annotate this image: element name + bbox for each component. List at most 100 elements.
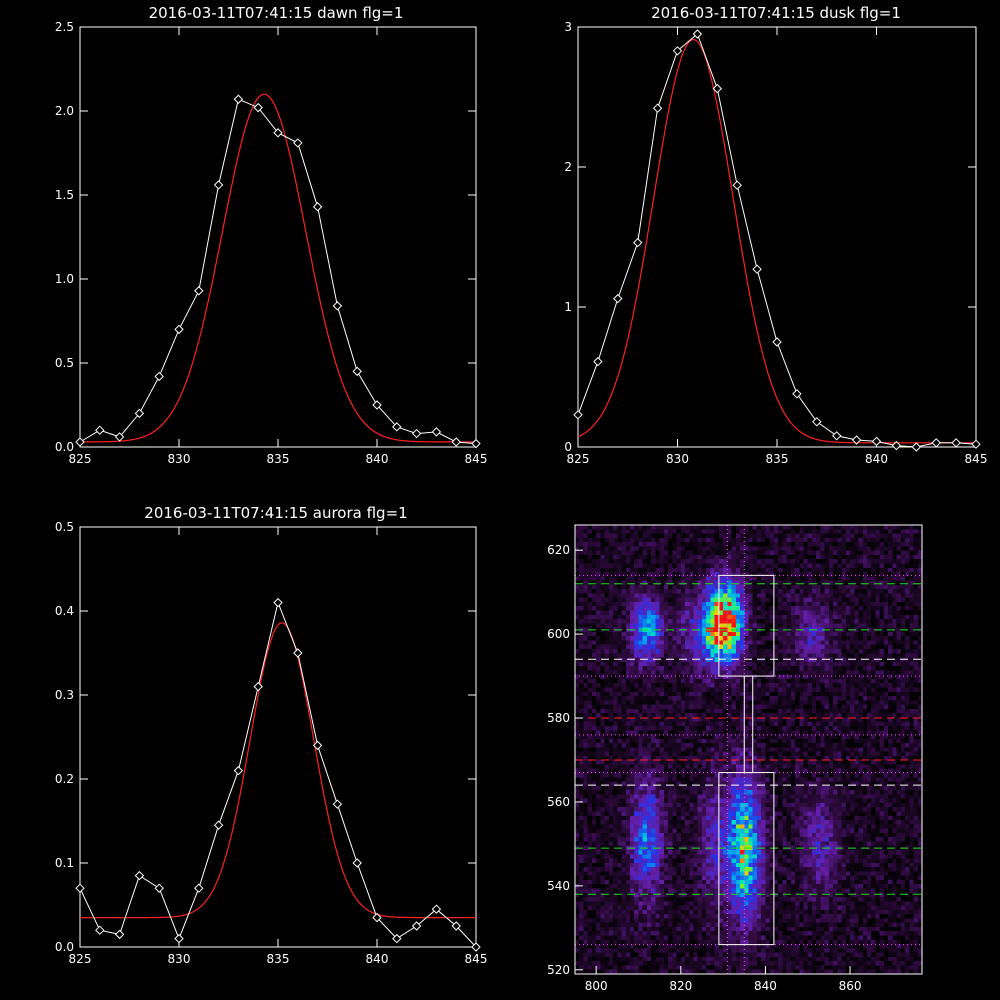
dusk-x-tick-label: 835 (766, 452, 789, 466)
image-x-tick-label: 800 (585, 979, 608, 993)
image-y-tick-label: 540 (547, 879, 570, 893)
dusk-data-point (812, 417, 822, 427)
dawn-x-tick-label: 825 (69, 452, 92, 466)
dawn-data-point (431, 427, 442, 437)
aurora-y-tick-label: 0.4 (55, 604, 74, 618)
dawn-y-tick-label: 2.5 (55, 20, 74, 34)
dusk-data-point (951, 438, 961, 448)
aurora-x-tick-label: 825 (69, 952, 92, 966)
aurora-data-point (392, 933, 402, 944)
dawn-data-point (372, 400, 382, 410)
dusk-data-point (613, 293, 623, 304)
dusk-x-tick-label: 840 (865, 452, 888, 466)
dusk-x-tick-label: 825 (567, 452, 590, 466)
dawn-data-point (213, 180, 224, 190)
dawn-data-point (253, 102, 263, 113)
dawn-data-point (332, 301, 343, 311)
aurora-x-tick-label: 840 (366, 952, 389, 966)
dawn-data-point (392, 422, 402, 432)
dusk-data-point (573, 410, 583, 420)
dawn-data-point (134, 408, 145, 419)
aurora-data-point (233, 765, 244, 776)
image-y-tick-label: 600 (547, 627, 570, 641)
dusk-x-tick-label: 830 (666, 452, 689, 466)
dawn-data-line (79, 98, 477, 445)
image-x-tick-label: 860 (839, 979, 862, 993)
dusk-data-point (732, 180, 742, 190)
dusk-data-point (752, 264, 762, 274)
dawn-x-tick-label: 840 (366, 452, 389, 466)
dusk-data-point (692, 29, 703, 39)
dusk-data-point (891, 440, 902, 451)
aurora-x-tick-label: 835 (267, 952, 290, 966)
dawn-spectrum-panel: 2016-03-11T07:41:15 dawn flg=1 825 830 835… (55, 4, 488, 466)
dawn-data-point (451, 437, 461, 447)
aurora-x-tick-label: 845 (465, 952, 488, 966)
image-x-tick-label: 840 (754, 979, 777, 993)
dawn-data-point (194, 286, 204, 296)
aurora-data-point (293, 648, 303, 658)
dawn-data-point (95, 425, 105, 435)
dawn-data-point (352, 366, 362, 377)
dusk-y-tick-label: 3 (564, 20, 572, 34)
dusk-data-point (831, 431, 842, 441)
dusk-spectrum-panel: 2016-03-11T07:41:15 dusk flg=1 825 830 835… (564, 4, 987, 466)
dawn-panel-title: 2016-03-11T07:41:15 dawn flg=1 (149, 4, 404, 22)
aurora-fit-curve (80, 622, 476, 919)
dawn-axes-frame (79, 26, 477, 448)
dawn-data-point (233, 94, 244, 104)
dawn-data-point (312, 202, 323, 212)
dawn-y-tick-label: 0.0 (55, 440, 74, 454)
dawn-data-point (174, 324, 184, 335)
dusk-data-point (911, 442, 922, 452)
dawn-x-tick-label: 830 (168, 452, 191, 466)
dusk-data-point (792, 389, 802, 399)
dawn-fit-curve (80, 93, 476, 443)
aurora-data-point (95, 925, 105, 935)
aurora-data-point (273, 597, 283, 608)
aurora-data-point (332, 799, 343, 809)
dawn-y-tick-label: 0.5 (55, 356, 74, 370)
dusk-data-point (871, 436, 882, 447)
aurora-data-point (213, 820, 224, 830)
aurora-data-point (451, 921, 461, 931)
aurora-y-tick-label: 0.5 (55, 520, 74, 534)
aurora-data-point (114, 929, 125, 940)
dusk-y-tick-label: 0 (564, 440, 572, 454)
dusk-data-point (672, 46, 683, 56)
dawn-x-tick-label: 845 (465, 452, 488, 466)
aurora-y-tick-label: 0.2 (55, 772, 74, 786)
detector-image-panel: 800 820 840 860 520 540 560 580 600 620 (547, 524, 923, 993)
aurora-data-point (312, 740, 323, 751)
dusk-fit-curve (577, 38, 976, 444)
aurora-spectrum-panel: 2016-03-11T07:41:15 aurora flg=1 825 830 8… (55, 504, 488, 966)
aurora-data-point (134, 870, 145, 881)
dawn-data-point (471, 438, 481, 449)
aurora-data-point (372, 912, 382, 923)
image-y-tick-label: 620 (547, 543, 570, 557)
dusk-data-point (971, 439, 981, 449)
aurora-data-point (352, 858, 362, 868)
dusk-x-tick-label: 845 (965, 452, 988, 466)
aurora-data-point (194, 883, 204, 893)
dawn-data-point (75, 437, 85, 447)
aurora-panel-title: 2016-03-11T07:41:15 aurora flg=1 (144, 504, 407, 522)
image-x-tick-label: 820 (669, 979, 692, 993)
aurora-y-tick-label: 0.1 (55, 856, 74, 870)
dusk-data-point (712, 83, 723, 94)
aurora-axes-frame (79, 526, 477, 948)
aurora-data-point (253, 681, 263, 692)
region-box (743, 675, 754, 774)
aurora-data-point (174, 933, 184, 944)
dawn-y-tick-label: 1.0 (55, 272, 74, 286)
dawn-data-point (114, 432, 125, 442)
dawn-data-point (154, 371, 164, 382)
image-axes-frame (574, 524, 923, 975)
image-y-tick-label: 580 (547, 711, 570, 725)
dusk-panel-title: 2016-03-11T07:41:15 dusk flg=1 (651, 4, 901, 22)
dawn-data-point (273, 128, 283, 138)
aurora-data-point (411, 921, 422, 931)
dawn-data-point (293, 138, 303, 148)
aurora-y-tick-label: 0.0 (55, 940, 74, 954)
aurora-data-line (79, 600, 477, 948)
